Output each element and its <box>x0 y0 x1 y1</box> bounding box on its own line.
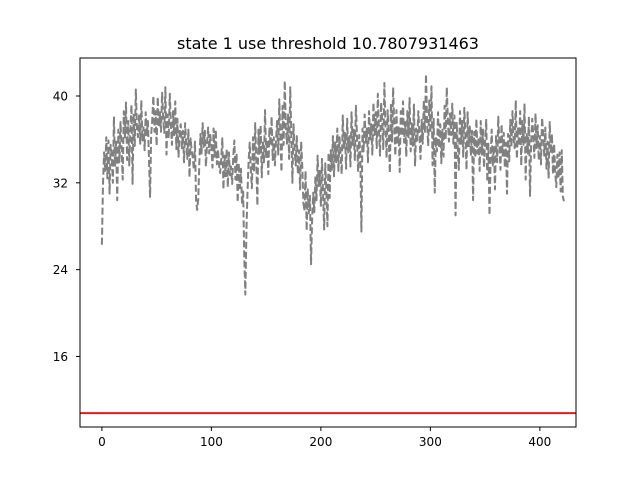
x-tick-label: 100 <box>200 435 223 449</box>
plot-area <box>80 73 576 415</box>
series-line <box>100 73 565 296</box>
y-axis: 16 24 32 40 <box>53 89 80 364</box>
x-tick-label: 300 <box>419 435 442 449</box>
x-axis: 0 100 200 300 400 <box>98 427 551 449</box>
y-tick-label: 32 <box>53 176 68 190</box>
chart-title: state 1 use threshold 10.7807931463 <box>177 34 479 53</box>
x-tick-label: 0 <box>98 435 106 449</box>
axes-frame <box>79 57 577 428</box>
y-tick-label: 16 <box>53 350 68 364</box>
y-tick-label: 24 <box>53 263 68 277</box>
x-tick-label: 400 <box>528 435 551 449</box>
y-tick-label: 40 <box>53 89 68 103</box>
x-tick-label: 200 <box>309 435 332 449</box>
